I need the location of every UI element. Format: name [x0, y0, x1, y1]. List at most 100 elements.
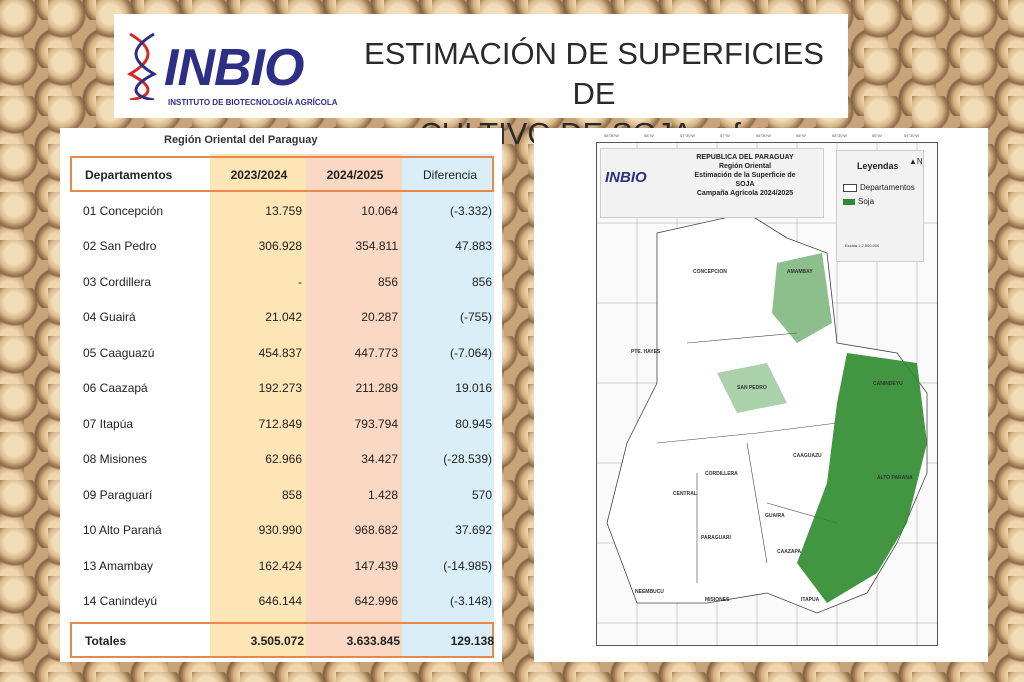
totals-2023: 3.505.072 [250, 634, 304, 648]
legend-title: Leyendas [857, 161, 899, 171]
dept-label: ITAPUA [801, 597, 820, 603]
dna-helix-icon [126, 32, 158, 100]
cell-dept: 08 Misiones [83, 452, 148, 466]
title-line-1: ESTIMACIÓN DE SUPERFICIES DE [364, 36, 824, 111]
map-info-box: INBIO REPUBLICA DEL PARAGUAY Región Orie… [600, 148, 824, 218]
cell-2024: 10.064 [361, 204, 398, 218]
header-2023-2024: 2023/2024 [230, 168, 288, 182]
map-tick-label: 57°W [720, 133, 730, 138]
dept-label: CENTRAL [673, 491, 697, 497]
cell-2023: 712.849 [258, 417, 302, 431]
column-bg-2024 [306, 154, 402, 658]
dept-label: CAAGUAZU [793, 453, 822, 459]
map-legend: ▲N Leyendas Departamentos Soja Escala 1:… [836, 150, 924, 262]
cell-2024: 211.289 [355, 381, 399, 395]
cell-2024: 34.427 [361, 452, 398, 466]
totals-2024: 3.633.845 [346, 634, 400, 648]
inbio-logo: INBIO INSTITUTO DE BIOTECNOLOGÍA AGRÍCOL… [124, 24, 337, 110]
cell-diff: (-28.539) [443, 452, 492, 466]
cell-2023: 162.424 [258, 559, 302, 573]
map-tick-label: 57°30'W [680, 133, 696, 138]
legend-item-soja: Soja [843, 197, 874, 206]
header-departamentos: Departamentos [85, 168, 173, 182]
cell-diff: 47.883 [455, 239, 492, 253]
cell-diff: 570 [471, 488, 492, 502]
column-bg-2023 [210, 154, 306, 658]
cell-2024: 147.439 [354, 559, 398, 573]
header-2024-2025: 2024/2025 [326, 168, 384, 182]
dept-label: SAN PEDRO [737, 385, 767, 391]
totals-label: Totales [85, 634, 127, 648]
cell-2023: 646.144 [258, 594, 302, 608]
cell-2024: 856 [377, 275, 398, 289]
dept-label: PTE. HAYES [631, 349, 661, 355]
dept-label: PARAGUARI [701, 535, 731, 541]
cell-dept: 01 Concepción [83, 204, 164, 218]
cell-2024: 1.428 [367, 488, 398, 502]
map-tick-label: 54°30'W [904, 133, 920, 138]
cell-dept: 09 Paraguarí [83, 488, 153, 502]
table-row: 01 Concepción 13.759 10.064 (-3.332) [70, 194, 494, 228]
soy-map-panel: 58°30'W 58°W 57°30'W 57°W 56°30'W 56°W 5… [534, 128, 988, 662]
dept-label: CANINDEYU [873, 381, 903, 387]
cell-dept: 07 Itapúa [83, 417, 134, 431]
legend-label: Soja [858, 197, 875, 206]
dept-label: MISIONES [705, 597, 730, 603]
cell-dept: 06 Caazapá [83, 381, 148, 395]
dept-label: GUAIRA [765, 513, 785, 519]
map-info-line: Estimación de la Superficie de [694, 172, 796, 179]
surface-table-panel: Región Oriental del Paraguay Departament… [60, 128, 502, 662]
dept-label: ALTO PARANA [877, 475, 913, 481]
cell-dept: 04 Guairá [83, 310, 136, 324]
cell-diff: (-3.332) [449, 204, 492, 218]
cell-diff: 856 [471, 275, 492, 289]
cell-dept: 02 San Pedro [83, 239, 157, 253]
cell-dept: 10 Alto Paraná [83, 523, 162, 537]
cell-diff: (-3.148) [449, 594, 492, 608]
cell-diff: (-14.985) [443, 559, 492, 573]
table-row: 08 Misiones 62.966 34.427 (-28.539) [70, 442, 494, 476]
table-header-row: Departamentos 2023/2024 2024/2025 Difere… [70, 156, 494, 192]
paraguay-map-graphic [597, 143, 937, 645]
map-info-line: Región Oriental [718, 163, 772, 170]
dept-label: CAAZAPA [777, 549, 802, 555]
cell-2023: 930.990 [258, 523, 302, 537]
cell-dept: 05 Caaguazú [83, 346, 155, 360]
north-arrow-icon: ▲N [909, 157, 923, 166]
cell-diff: (-7.064) [449, 346, 492, 360]
dept-label: CONCEPCION [693, 269, 727, 275]
cell-diff: 37.692 [455, 523, 492, 537]
map-tick-label: 55°W [872, 133, 882, 138]
table-row: 02 San Pedro 306.928 354.811 47.883 [70, 229, 494, 263]
totals-diff: 129.138 [450, 634, 494, 648]
cell-dept: 13 Amambay [83, 559, 154, 573]
table-row: 04 Guairá 21.042 20.287 (-755) [70, 300, 494, 334]
cell-2023: 13.759 [265, 204, 302, 218]
map-info-text: REPUBLICA DEL PARAGUAY Región Oriental E… [671, 153, 819, 198]
map-tick-label: 58°30'W [604, 133, 620, 138]
dept-label: CORDILLERA [705, 471, 738, 477]
cell-2023: 192.273 [258, 381, 302, 395]
map-info-line: SOJA [735, 181, 755, 188]
legend-swatch [843, 198, 855, 205]
cell-2023: - [298, 275, 302, 289]
cell-dept: 03 Cordillera [83, 275, 152, 289]
cell-2024: 20.287 [361, 310, 398, 324]
cell-diff: 19.016 [455, 381, 492, 395]
table-row: 07 Itapúa 712.849 793.794 80.945 [70, 407, 494, 441]
logo-subtitle: INSTITUTO DE BIOTECNOLOGÍA AGRÍCOLA [168, 98, 338, 107]
map-tick-label: 56°W [796, 133, 806, 138]
legend-swatch [843, 183, 857, 192]
map-info-line: Campaña Agrícola 2024/2025 [696, 190, 794, 197]
cell-diff: 80.945 [455, 417, 492, 431]
table-row: 09 Paraguarí 858 1.428 570 [70, 478, 494, 512]
logo-wordmark: INBIO [164, 39, 304, 97]
header-diferencia: Diferencia [422, 168, 478, 182]
cell-2023: 62.966 [265, 452, 302, 466]
map-tick-label: 55°30'W [832, 133, 848, 138]
cell-diff: (-755) [459, 310, 492, 324]
north-label: N [916, 157, 923, 166]
table-row: 05 Caaguazú 454.837 447.773 (-7.064) [70, 336, 494, 370]
scale-label: Escala 1:2.500.000 [845, 243, 880, 248]
cell-dept: 14 Canindeyú [83, 594, 158, 608]
